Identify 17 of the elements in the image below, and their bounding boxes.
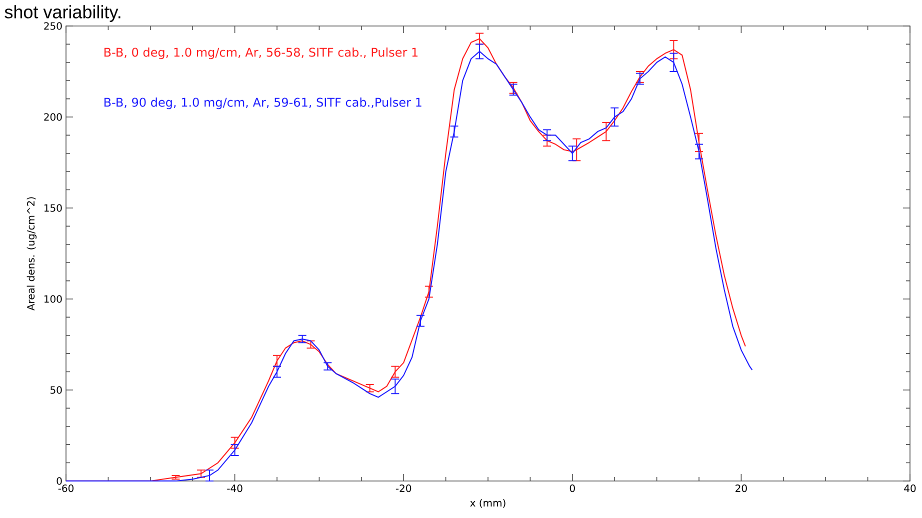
x-axis-title: x (mm) xyxy=(470,498,506,508)
y-tick-label: 150 xyxy=(44,204,62,212)
y-axis-title: Areal dens. (ug/cm^2) xyxy=(26,197,37,311)
text: B-B, 90 deg, 1.0 mg/cm, Ar, 59-61, SITF cab.,Pulser 1 xyxy=(104,98,422,110)
text: shot variability. xyxy=(4,5,120,22)
x-tick-label: -60 xyxy=(58,484,74,492)
text: B-B, 0 deg, 1.0 mg/cm, Ar, 56-58, SITF cab., Pulser 1 xyxy=(104,47,418,60)
y-tick-label: 100 xyxy=(44,295,62,303)
x-tick-label: -20 xyxy=(396,484,412,492)
x-tick-label: 20 xyxy=(736,484,747,492)
x-tick-label: -40 xyxy=(227,484,242,492)
y-tick-label: 0 xyxy=(56,477,62,485)
y-tick-label: 250 xyxy=(44,22,62,30)
y-tick-label: 200 xyxy=(44,113,62,121)
y-tick-label: 50 xyxy=(50,386,62,394)
x-tick-label: 0 xyxy=(570,484,575,492)
x-tick-label: 40 xyxy=(904,484,916,492)
